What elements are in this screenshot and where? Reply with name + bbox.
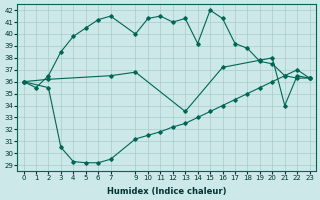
X-axis label: Humidex (Indice chaleur): Humidex (Indice chaleur) bbox=[107, 187, 226, 196]
